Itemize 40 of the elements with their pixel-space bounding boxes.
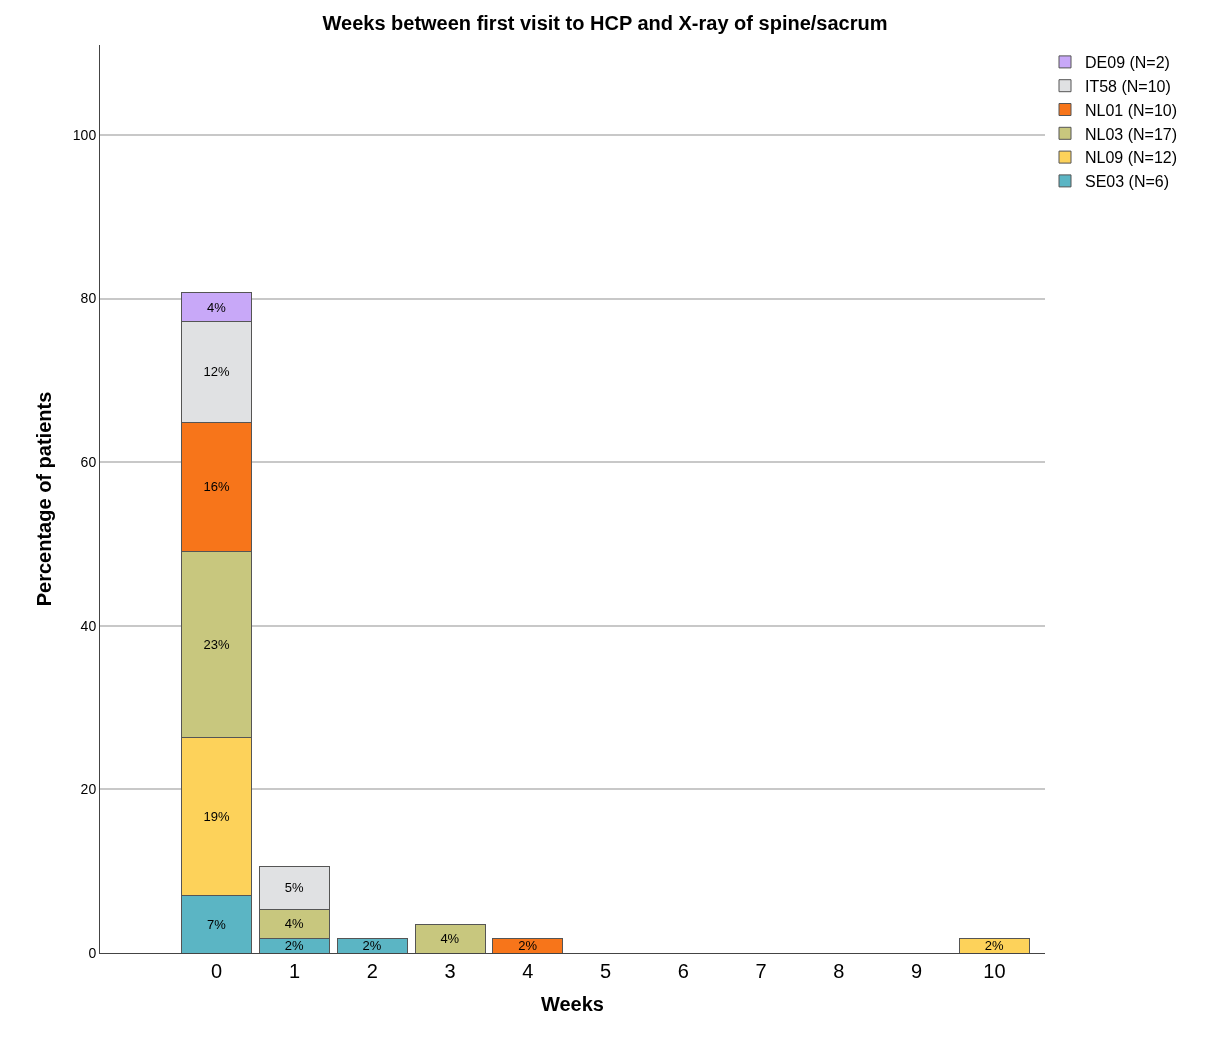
data-label: 23% — [203, 637, 230, 653]
data-label: 19% — [203, 809, 230, 825]
chart-title: Weeks between first visit to HCP and X-ray of spine/sacrum — [322, 11, 888, 34]
data-label: 2% — [518, 938, 538, 954]
y-tick-label: 0 — [88, 944, 97, 961]
legend-label: NL01 (N=10) — [1085, 101, 1178, 119]
data-label: 2% — [984, 938, 1005, 954]
x-tick-label: 9 — [911, 960, 923, 982]
data-label: 2% — [362, 938, 382, 954]
bar — [414, 923, 486, 953]
legend-label: NL03 (N=17) — [1085, 125, 1178, 143]
x-tick-label: 0 — [211, 960, 223, 982]
legend-label: NL09 (N=12) — [1085, 149, 1178, 167]
y-tick-label: 40 — [80, 617, 97, 634]
x-tick-label: 4 — [522, 960, 534, 982]
data-label: 16% — [203, 479, 230, 495]
y-tick-label: 60 — [80, 454, 97, 471]
y-axis-title: Percentage of patients — [33, 391, 56, 607]
legend-label: DE09 (N=2) — [1085, 54, 1170, 72]
x-tick-label: 3 — [444, 960, 456, 982]
y-tick-label: 80 — [80, 290, 97, 307]
data-label: 5% — [284, 880, 305, 896]
y-tick-label: 100 — [72, 126, 97, 143]
data-label: 12% — [203, 364, 230, 380]
x-tick-label: 8 — [833, 960, 845, 982]
data-label: 4% — [284, 916, 305, 932]
data-label: 4% — [207, 299, 227, 315]
legend-label: SE03 (N=6) — [1085, 173, 1170, 191]
x-tick-label: 1 — [288, 960, 300, 982]
x-tick-label: 5 — [600, 960, 612, 982]
x-axis-title: Weeks — [540, 992, 605, 1015]
y-tick-label: 20 — [80, 781, 97, 798]
data-label: 4% — [440, 931, 460, 947]
x-tick-label: 10 — [983, 960, 1006, 982]
x-tick-label: 6 — [677, 960, 689, 982]
x-tick-label: 7 — [755, 960, 767, 982]
x-tick-label: 2 — [366, 960, 378, 982]
legend-label: IT58 (N=10) — [1085, 77, 1171, 95]
data-label: 7% — [207, 916, 227, 932]
data-label: 2% — [284, 938, 305, 954]
